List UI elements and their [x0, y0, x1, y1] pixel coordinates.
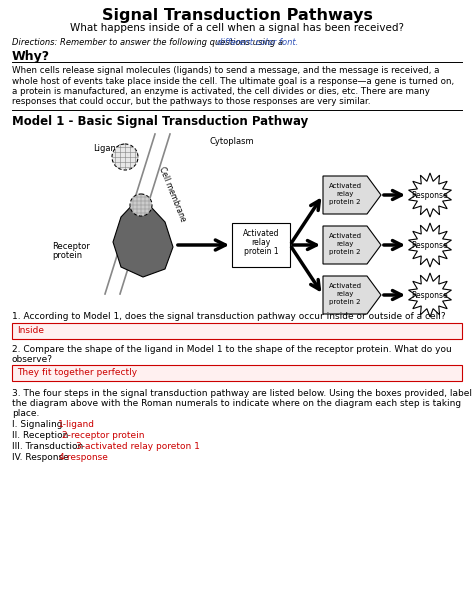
- Circle shape: [130, 194, 152, 216]
- Polygon shape: [323, 226, 381, 264]
- Text: II. Reception: II. Reception: [12, 431, 71, 440]
- Text: relay: relay: [337, 291, 354, 297]
- Text: the diagram above with the Roman numerals to indicate where on the diagram each : the diagram above with the Roman numeral…: [12, 399, 461, 408]
- Text: protein 2: protein 2: [329, 199, 361, 205]
- Text: protein 1: protein 1: [244, 247, 278, 256]
- Text: 1-ligand: 1-ligand: [58, 420, 95, 429]
- Polygon shape: [323, 176, 381, 214]
- Text: When cells release signal molecules (ligands) to send a message, and the message: When cells release signal molecules (lig…: [12, 66, 439, 75]
- Text: 1. According to Model 1, does the signal transduction pathway occur inside or ou: 1. According to Model 1, does the signal…: [12, 312, 446, 321]
- Text: Inside: Inside: [17, 326, 44, 335]
- Text: Cytoplasm: Cytoplasm: [210, 137, 255, 146]
- Polygon shape: [113, 199, 173, 277]
- Text: Signal Transduction Pathways: Signal Transduction Pathways: [101, 8, 373, 23]
- Text: Model 1 - Basic Signal Transduction Pathway: Model 1 - Basic Signal Transduction Path…: [12, 115, 308, 128]
- Text: Activated: Activated: [328, 233, 362, 239]
- Text: relay: relay: [251, 238, 271, 247]
- Text: Why?: Why?: [12, 50, 50, 63]
- Polygon shape: [323, 276, 381, 314]
- Text: III. Transduction: III. Transduction: [12, 442, 86, 451]
- Text: Response: Response: [412, 191, 448, 200]
- Text: I. Signaling: I. Signaling: [12, 420, 65, 429]
- Text: Directions: Remember to answer the following questions using a: Directions: Remember to answer the follo…: [12, 38, 286, 47]
- Text: Cell membrane: Cell membrane: [157, 165, 188, 223]
- Text: Ligand: Ligand: [93, 144, 121, 153]
- Text: protein 2: protein 2: [329, 299, 361, 305]
- Text: 2-receptor protein: 2-receptor protein: [62, 431, 144, 440]
- Text: observe?: observe?: [12, 355, 53, 364]
- Text: They fit together perfectly: They fit together perfectly: [17, 368, 137, 377]
- Text: relay: relay: [337, 191, 354, 197]
- Text: 4-response: 4-response: [58, 453, 108, 462]
- Text: different color font.: different color font.: [217, 38, 298, 47]
- FancyBboxPatch shape: [232, 223, 290, 267]
- Text: 3. The four steps in the signal transduction pathway are listed below. Using the: 3. The four steps in the signal transduc…: [12, 389, 472, 398]
- Text: whole host of events take place inside the cell. The ultimate goal is a response: whole host of events take place inside t…: [12, 77, 454, 85]
- Text: Response: Response: [412, 241, 448, 250]
- Circle shape: [112, 144, 138, 170]
- Polygon shape: [409, 223, 451, 267]
- Text: What happens inside of a cell when a signal has been received?: What happens inside of a cell when a sig…: [70, 23, 404, 33]
- FancyBboxPatch shape: [12, 365, 462, 381]
- Text: 2. Compare the shape of the ligand in Model 1 to the shape of the receptor prote: 2. Compare the shape of the ligand in Mo…: [12, 345, 452, 354]
- Text: Activated: Activated: [243, 229, 279, 238]
- Text: Receptor: Receptor: [52, 242, 90, 251]
- Text: Response: Response: [412, 291, 448, 300]
- Text: Activated: Activated: [328, 283, 362, 289]
- Text: responses that could occur, but the pathways to those responses are very similar: responses that could occur, but the path…: [12, 97, 371, 107]
- Text: place.: place.: [12, 409, 39, 418]
- Text: relay: relay: [337, 241, 354, 247]
- Text: IV. Response: IV. Response: [12, 453, 72, 462]
- Text: protein: protein: [52, 251, 82, 260]
- Text: Activated: Activated: [328, 183, 362, 189]
- FancyBboxPatch shape: [12, 323, 462, 339]
- Polygon shape: [409, 173, 451, 217]
- Polygon shape: [409, 273, 451, 317]
- Text: 3-activated relay poreton 1: 3-activated relay poreton 1: [76, 442, 200, 451]
- Text: a protein is manufactured, an enzyme is activated, the cell divides or dies, etc: a protein is manufactured, an enzyme is …: [12, 87, 430, 96]
- Text: protein 2: protein 2: [329, 249, 361, 255]
